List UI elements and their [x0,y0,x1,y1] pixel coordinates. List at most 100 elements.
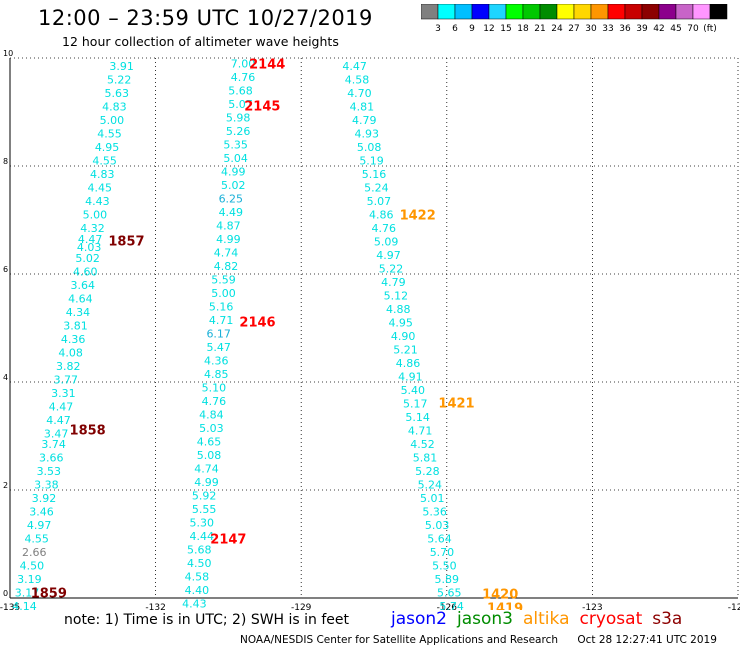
wave-height-label: 5.00 [100,114,125,127]
pass-time-label: 2146 [239,316,275,331]
pass-time-label: 1859 [31,587,67,602]
wave-height-label: 3.38 [34,479,59,492]
wave-height-label: 5.81 [413,452,438,465]
wave-height-label: 5.35 [223,138,248,151]
wave-height-label: 5.74 [439,600,464,610]
wave-height-label: 5.00 [83,209,108,222]
wave-height-label: 5.89 [435,573,460,586]
wave-height-label: 5.21 [393,344,418,357]
credit-text: NOAA/NESDIS Center for Satellite Applica… [240,634,558,646]
wave-height-label: 4.76 [231,71,256,84]
color-swatch [709,4,728,20]
wave-height-label: 4.32 [80,222,105,235]
wave-height-label: 5.92 [192,489,217,502]
wave-height-label: 5.02 [221,179,246,192]
color-swatch [421,4,439,20]
x-tick-label: -126 [437,603,458,610]
wave-height-label: 3.47 [44,427,69,440]
y-tick-label: 0 [3,589,8,598]
wave-height-label: 5.07 [367,195,392,208]
y-tick-label: 2 [3,481,8,490]
chart-title: 12:00 – 23:59 UTC 10/27/2019 [38,6,373,30]
pass-time-label: 2145 [244,100,280,115]
wave-height-label: 4.79 [352,114,377,127]
color-tick-label: 39 [636,24,648,34]
wave-height-label: 4.03 [77,241,102,254]
wave-height-label: 4.55 [92,155,117,168]
wave-height-label: 5.03 [199,422,224,435]
wave-height-label: 3.53 [37,465,62,478]
wave-height-label: 2.66 [22,546,47,559]
footer-note: note: 1) Time is in UTC; 2) SWH is in fe… [64,612,350,628]
y-tick-label: 4 [3,373,8,382]
wave-height-label: 4.14 [12,600,37,610]
wave-height-label: 5.70 [430,546,455,559]
wave-height-label: 4.76 [202,395,227,408]
wave-height-label: 4.44 [189,530,214,543]
color-swatch [454,4,473,20]
wave-height-label: 5.01 [420,492,445,505]
wave-height-label: 5.59 [211,273,236,286]
wave-height-label: 4.95 [95,141,120,154]
legend-jason2: jason2 [391,609,447,629]
wave-height-label: 7.00 [231,57,256,70]
color-tick-label: 18 [517,24,529,34]
wave-height-label: 5.63 [105,87,130,100]
color-swatch [539,4,558,20]
color-scale-legend: 3 6 9 12 15 18 21 24 27 30 33 36 39 42 45 70 (ft) [421,4,728,34]
color-tick-label: 45 [670,24,681,34]
pass-time-label: 1858 [70,424,106,439]
color-tick-label: 21 [534,24,545,34]
generated-timestamp: Oct 28 12:27:41 UTC 2019 [577,634,717,646]
wave-height-label: 4.87 [216,219,241,232]
wave-height-label: 4.97 [376,249,401,262]
wave-height-label: 4.60 [73,265,98,278]
wave-height-label: 5.08 [197,449,222,462]
wave-height-label: 4.85 [204,368,229,381]
wave-height-label: 5.50 [432,560,457,573]
wave-height-label: 3.19 [17,573,42,586]
wave-height-label: 4.86 [369,209,394,222]
wave-height-label: 4.99 [194,476,219,489]
legend-altika: altika [523,609,570,629]
wave-height-label: 5.36 [422,506,447,519]
wave-height-label: 4.81 [350,101,375,114]
wave-height-label: 4.71 [209,314,234,327]
wave-height-label: 4.82 [214,260,239,273]
color-swatch [488,4,507,20]
wave-height-label: 4.50 [20,560,45,573]
wave-height-label: 5.55 [192,503,217,516]
wave-height-label: 4.97 [27,519,52,532]
wave-height-label: 5.09 [374,236,399,249]
altimeter-plot: -135-132-129-126-123-12002468103.915.225… [0,49,740,610]
color-swatch [522,4,541,20]
wave-height-label: 5.07 [228,98,253,111]
y-tick-label: 8 [3,157,8,166]
wave-height-label: 5.12 [384,290,409,303]
pass-time-label: 1419 [487,602,523,610]
pass-time-label: 1857 [108,235,144,250]
color-swatch [471,4,490,20]
wave-height-label: 5.22 [379,263,404,276]
wave-height-label: 4.83 [90,168,115,181]
wave-height-label: 3.81 [63,319,88,332]
wave-height-label: 3.66 [39,452,64,465]
wave-height-label: 4.40 [185,584,210,597]
x-tick-label: -132 [145,603,165,610]
legend-cryosat: cryosat [579,609,643,629]
pass-time-label: 1422 [400,209,436,224]
wave-height-label: 5.24 [418,479,443,492]
wave-height-label: 3.17 [15,587,40,600]
wave-height-label: 5.08 [357,141,382,154]
wave-height-label: 4.65 [197,435,222,448]
wave-height-label: 5.14 [405,411,430,424]
color-swatch [437,4,456,20]
color-tick-label: 6 [452,24,458,34]
wave-height-label: 4.49 [219,206,244,219]
color-swatch [607,4,626,20]
wave-height-label: 5.68 [228,84,253,97]
wave-height-label: 4.76 [371,222,396,235]
wave-height-label: 4.70 [347,87,372,100]
wave-height-label: 3.82 [56,360,81,373]
wave-height-label: 4.47 [46,414,71,427]
